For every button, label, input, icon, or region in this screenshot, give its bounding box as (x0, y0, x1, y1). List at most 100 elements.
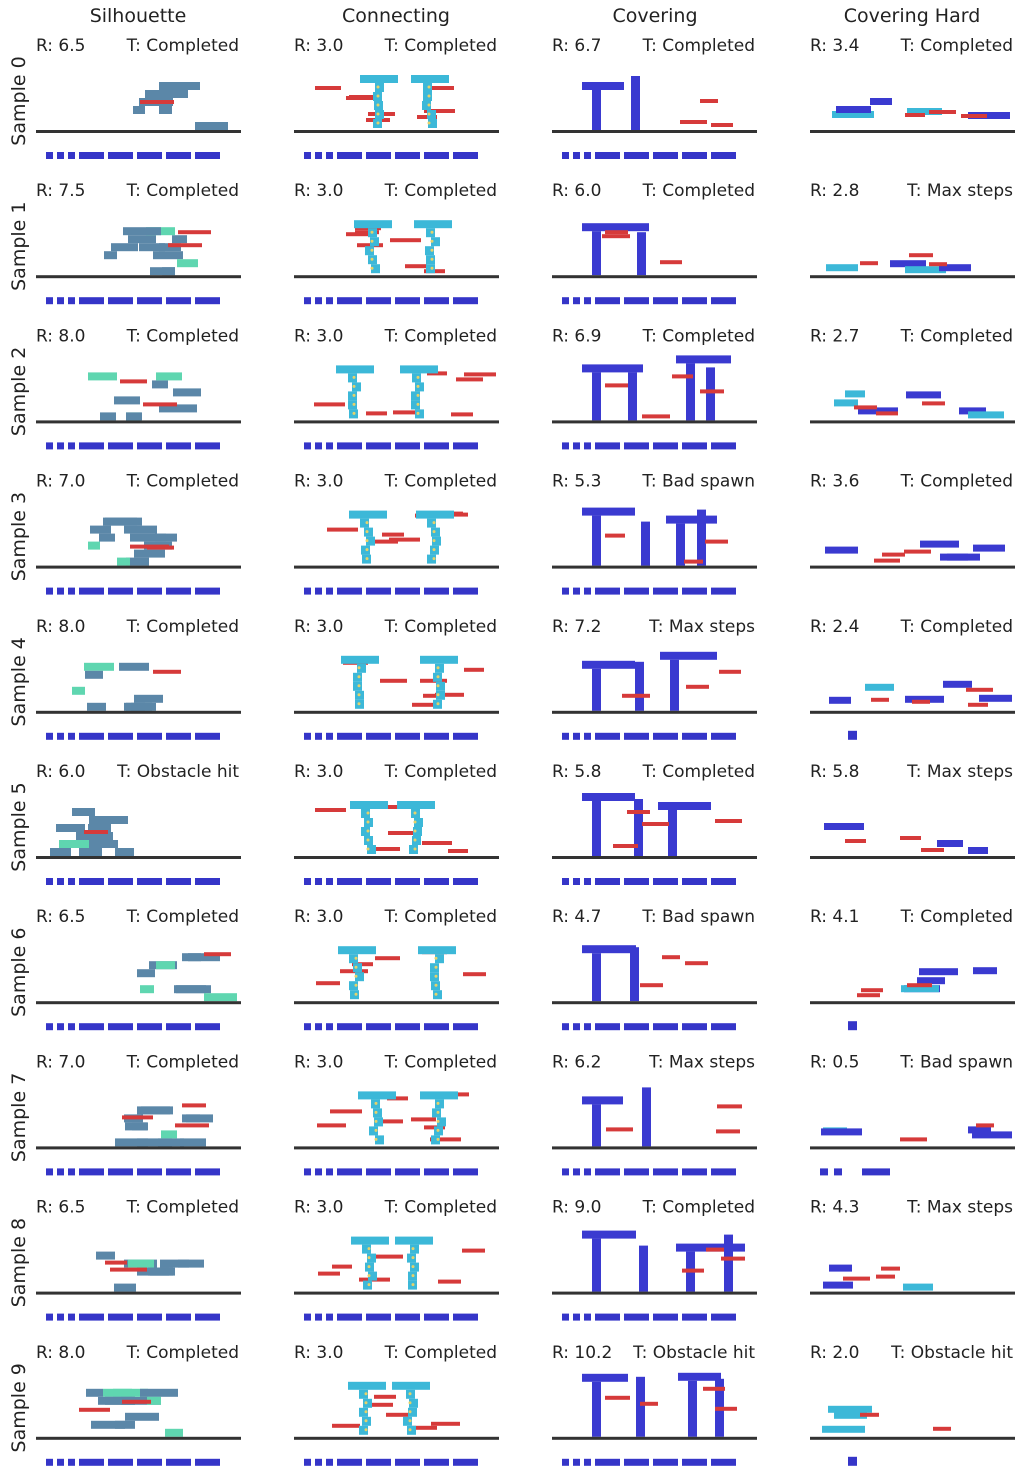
sample-panel: R: 3.6 T: Completed (810, 472, 1015, 569)
inventory-block (820, 1168, 828, 1176)
sample-panel: R: 6.0 T: Obstacle hit (36, 762, 241, 885)
joint (376, 103, 380, 107)
block (422, 101, 431, 110)
block (592, 90, 601, 130)
inventory-block (326, 1168, 333, 1176)
inventory-block (453, 1168, 478, 1176)
block (822, 1425, 865, 1433)
block (582, 1230, 636, 1239)
row-label: Sample 5 (8, 782, 30, 871)
target-obstacle (605, 383, 628, 388)
joint (411, 1265, 415, 1269)
inventory-block (79, 297, 104, 305)
joint (366, 838, 370, 842)
block (176, 985, 211, 994)
block (423, 83, 432, 92)
joint (374, 1101, 378, 1105)
target-obstacle (405, 264, 427, 269)
ground-line (36, 130, 241, 133)
target-obstacle (388, 831, 414, 835)
inventory-block (584, 1458, 591, 1466)
sample-panel: R: 4.1 T: Completed (810, 907, 1015, 1031)
sample-panel: R: 6.9 T: Completed (552, 326, 757, 450)
inventory-block (653, 878, 678, 885)
sample-panel: R: 3.0 T: Completed (294, 36, 499, 159)
inventory-block (195, 1313, 220, 1321)
inventory-block (315, 732, 322, 740)
inventory-block (682, 297, 707, 305)
joint (432, 521, 436, 525)
ground-line (294, 1001, 499, 1005)
block (366, 536, 375, 546)
inventory-block (453, 442, 478, 450)
inventory-block (195, 297, 220, 305)
block (156, 372, 182, 381)
inventory-block (337, 442, 362, 450)
target-obstacle (606, 1127, 633, 1132)
block (170, 82, 200, 90)
target-obstacle (968, 702, 988, 707)
block (373, 1108, 382, 1118)
joint (370, 239, 374, 243)
termination-label: T: Bad spawn (899, 1052, 1013, 1072)
inventory-block (424, 1313, 449, 1321)
block (582, 945, 636, 954)
joint (352, 393, 356, 397)
inventory-block (624, 587, 649, 595)
block (968, 1126, 991, 1134)
inventory-block (195, 1458, 220, 1466)
joint (408, 1392, 412, 1396)
inventory-block (424, 732, 449, 740)
ground-line (810, 1146, 1015, 1150)
inventory-block (395, 442, 420, 450)
block (367, 845, 376, 854)
sample-panel: R: 3.0 T: Completed (294, 1198, 499, 1321)
target-obstacle (105, 1260, 127, 1265)
joint (436, 684, 440, 688)
block (968, 411, 1004, 419)
target-obstacle (79, 1407, 110, 1412)
ground-line (36, 1001, 241, 1005)
joint (364, 1419, 368, 1423)
termination-label: T: Completed (384, 762, 497, 782)
target-obstacle (717, 1104, 742, 1109)
termination-label: T: Obstacle hit (890, 1343, 1013, 1363)
joint (366, 811, 370, 815)
block (336, 365, 374, 374)
inventory-block (79, 1023, 104, 1031)
inventory-block (711, 1313, 736, 1321)
sample-panel: R: 3.0 T: Completed (294, 1343, 499, 1466)
target-obstacle (432, 86, 454, 90)
joint (352, 402, 356, 406)
block (115, 1420, 135, 1429)
inventory-block (573, 1168, 580, 1176)
inventory-block (711, 442, 736, 450)
termination-label: T: Completed (384, 1052, 497, 1072)
inventory-block (395, 1023, 420, 1031)
target-obstacle (435, 692, 464, 697)
target-obstacle (715, 1406, 737, 1411)
block (582, 507, 635, 516)
joint (436, 702, 440, 706)
inventory-block (366, 1313, 391, 1321)
termination-label: T: Completed (126, 617, 239, 637)
block (824, 823, 864, 830)
block (697, 509, 706, 566)
block (89, 840, 114, 848)
joint (416, 411, 420, 415)
sample-panel: R: 6.0 T: Completed (552, 181, 757, 305)
inventory-block (326, 1023, 333, 1031)
block (825, 546, 858, 554)
row-label: Sample 2 (8, 347, 30, 436)
joint (365, 557, 369, 561)
reward-label: R: 10.2 (552, 1343, 612, 1363)
target-obstacle (882, 552, 905, 557)
inventory-block (562, 1313, 569, 1321)
block (431, 527, 440, 537)
inventory-block (573, 1458, 580, 1466)
target-obstacle (372, 1254, 403, 1259)
block (115, 1138, 148, 1147)
inventory-block (195, 1168, 220, 1176)
block (363, 1398, 372, 1408)
inventory-block (166, 152, 191, 159)
